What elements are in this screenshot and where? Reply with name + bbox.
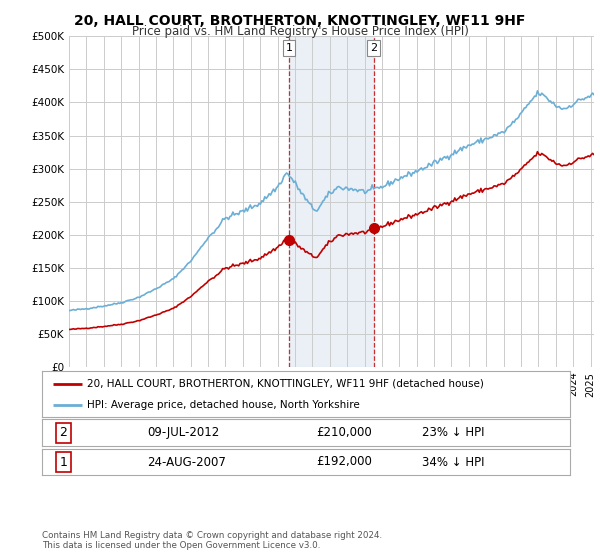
Text: 1: 1 — [59, 455, 67, 469]
Text: Contains HM Land Registry data © Crown copyright and database right 2024.
This d: Contains HM Land Registry data © Crown c… — [42, 530, 382, 550]
Text: 23% ↓ HPI: 23% ↓ HPI — [422, 426, 485, 440]
Text: 09-JUL-2012: 09-JUL-2012 — [148, 426, 220, 440]
Text: £192,000: £192,000 — [317, 455, 373, 469]
Text: 20, HALL COURT, BROTHERTON, KNOTTINGLEY, WF11 9HF (detached house): 20, HALL COURT, BROTHERTON, KNOTTINGLEY,… — [87, 379, 484, 389]
Text: 2: 2 — [370, 43, 377, 53]
Text: Price paid vs. HM Land Registry's House Price Index (HPI): Price paid vs. HM Land Registry's House … — [131, 25, 469, 38]
Text: HPI: Average price, detached house, North Yorkshire: HPI: Average price, detached house, Nort… — [87, 400, 359, 410]
Text: 20, HALL COURT, BROTHERTON, KNOTTINGLEY, WF11 9HF: 20, HALL COURT, BROTHERTON, KNOTTINGLEY,… — [74, 14, 526, 28]
Text: 24-AUG-2007: 24-AUG-2007 — [148, 455, 226, 469]
Text: 1: 1 — [286, 43, 292, 53]
Text: 2: 2 — [59, 426, 67, 440]
Text: £210,000: £210,000 — [317, 426, 373, 440]
Bar — [289, 36, 374, 367]
Text: 34% ↓ HPI: 34% ↓ HPI — [422, 455, 485, 469]
